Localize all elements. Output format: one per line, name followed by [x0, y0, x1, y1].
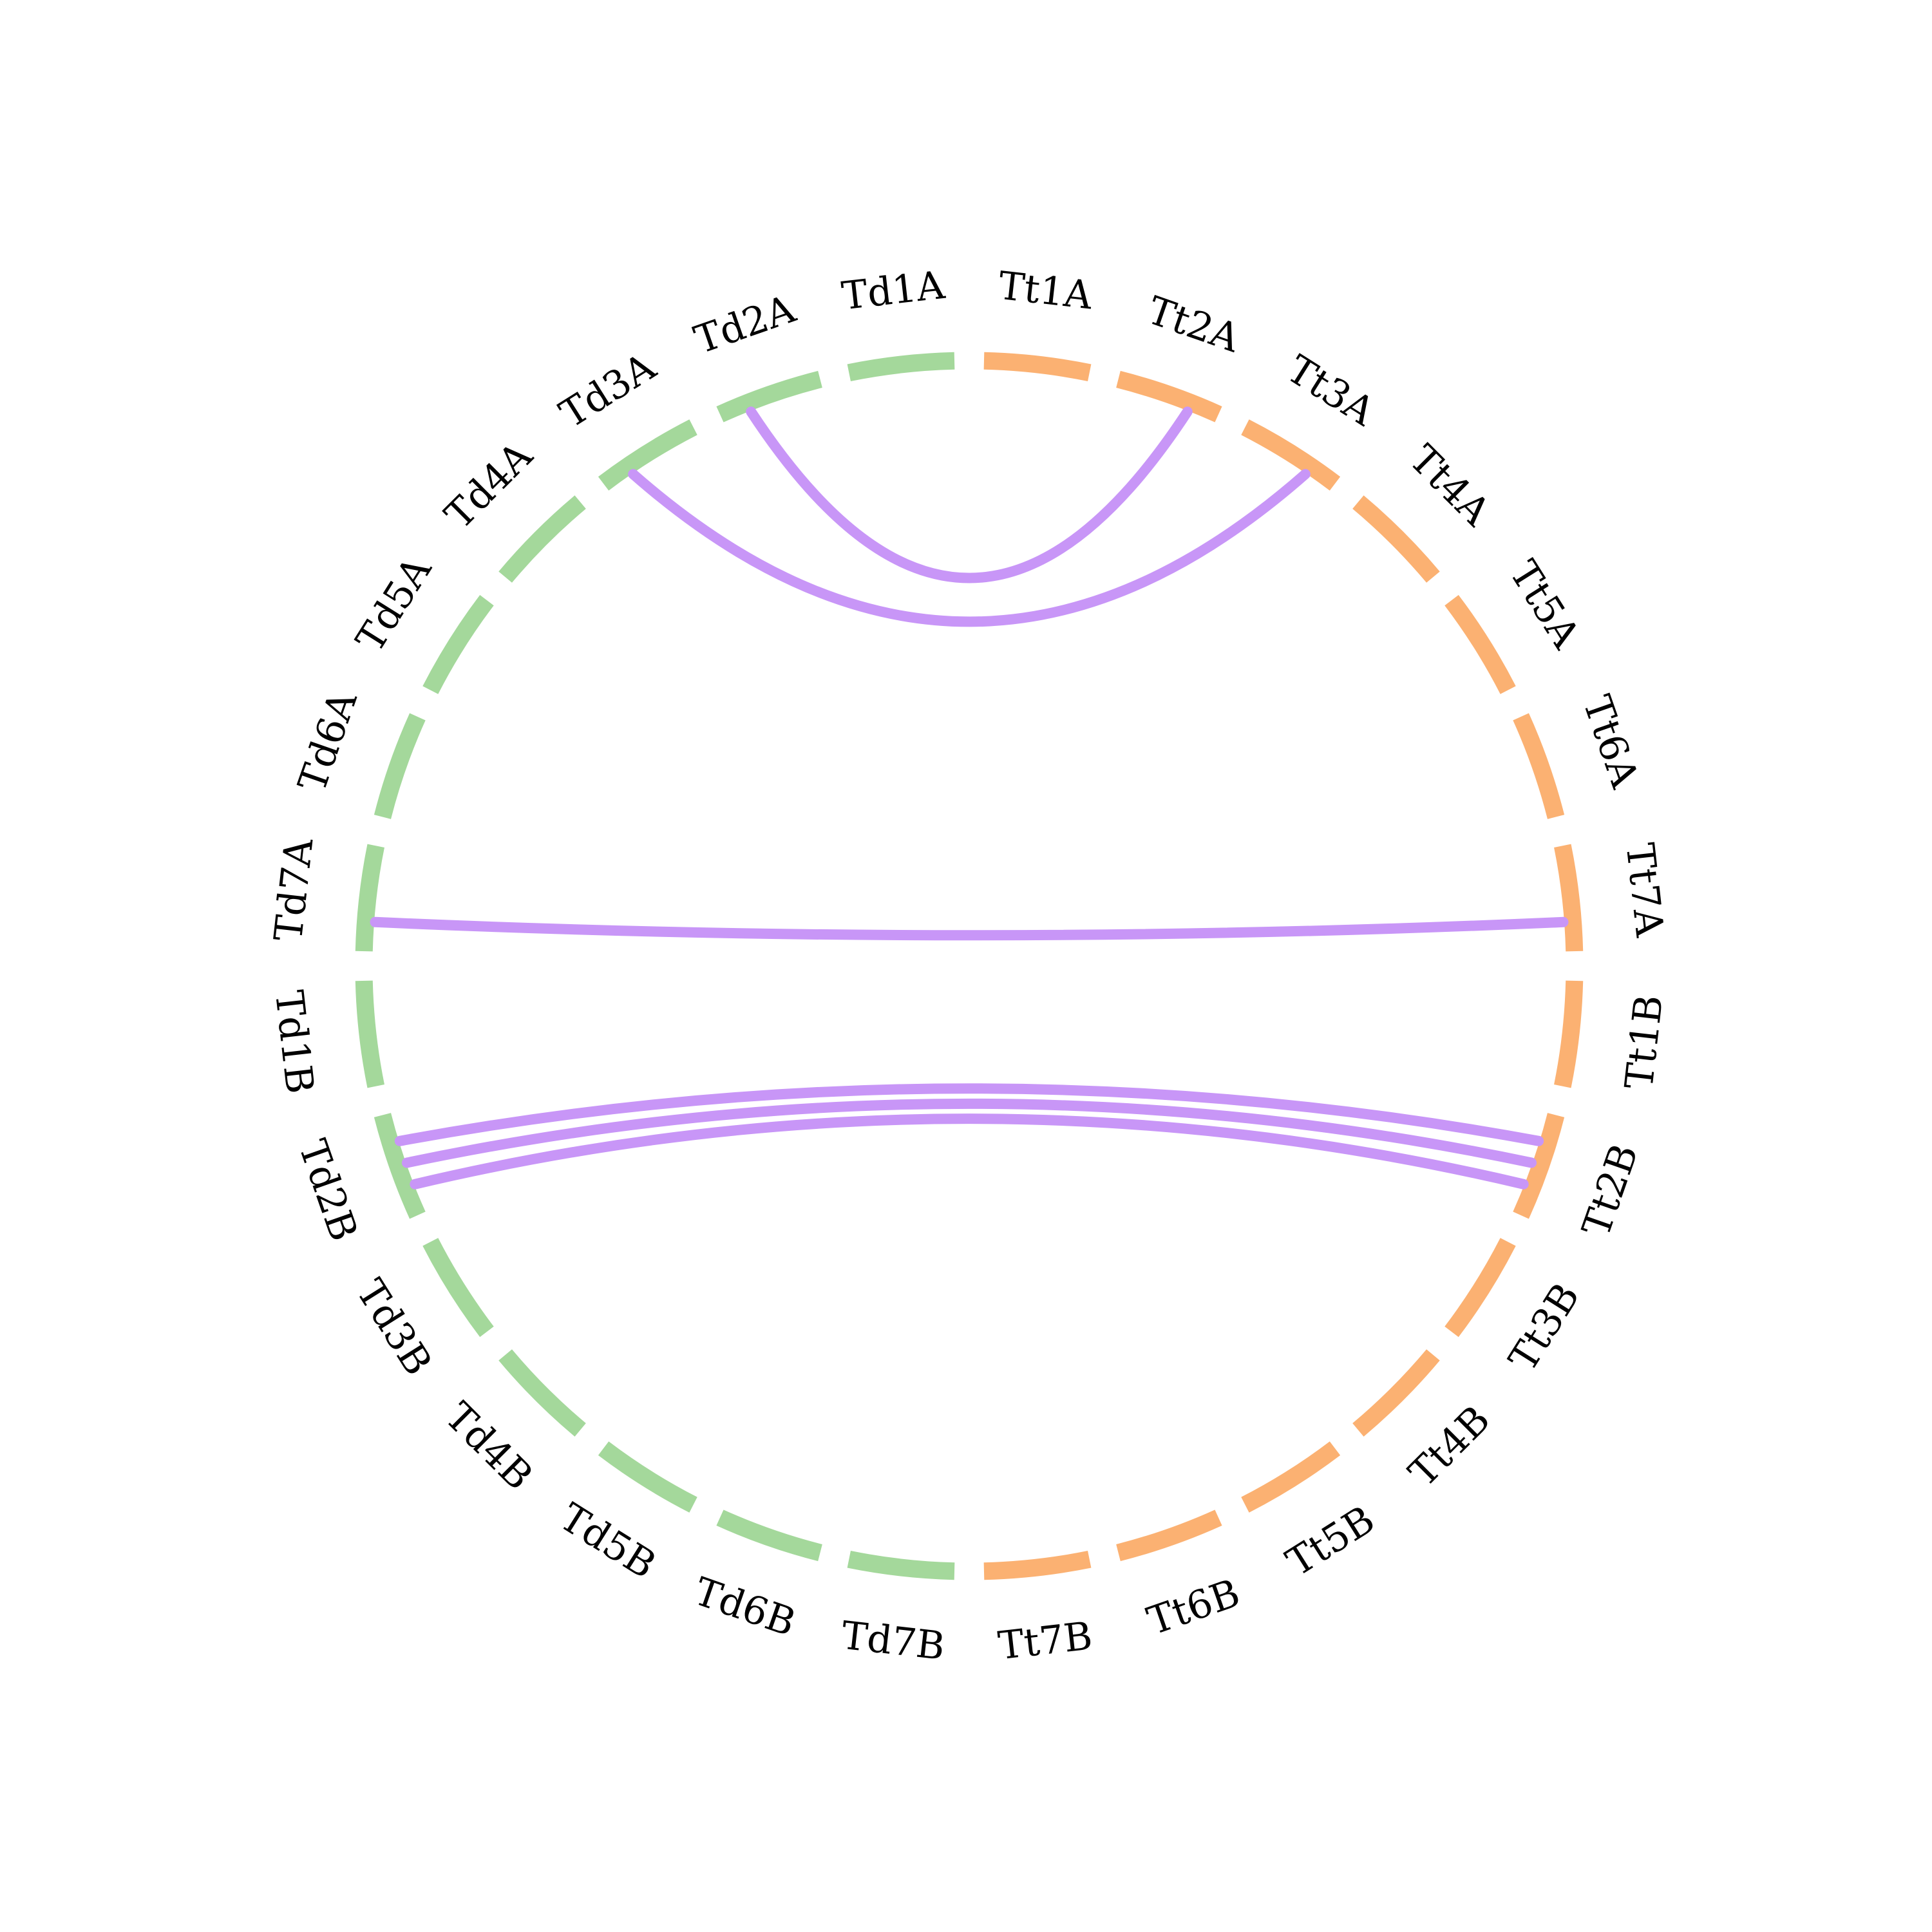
label-td1b: Td1B [266, 988, 323, 1096]
label-td3a: Td3A [552, 344, 663, 437]
label-td2a: Td2A [689, 287, 802, 363]
segment-td4a [498, 495, 586, 583]
segment-td2b [374, 1113, 426, 1219]
label-tt7b: Tt7B [996, 1613, 1094, 1669]
label-td5b: Td5B [552, 1495, 663, 1588]
segment-td7a [355, 844, 384, 952]
segment-td2a [716, 370, 822, 422]
segment-tt2b [1513, 1113, 1565, 1219]
segment-td1a [847, 352, 955, 381]
label-td5a: Td5A [348, 549, 441, 660]
segment-td3a [598, 419, 697, 491]
link-td2b-tt2b [394, 1083, 1544, 1146]
link-td2b-tt2b [410, 1113, 1529, 1189]
segment-tt1a [983, 352, 1092, 381]
label-td6a: Td6A [290, 685, 366, 798]
label-tt3b: Tt3B [1501, 1276, 1589, 1379]
label-tt4a: Tt4A [1401, 437, 1499, 535]
segment-tt2a [1116, 370, 1222, 422]
label-tt4b: Tt4B [1400, 1397, 1499, 1495]
label-td1a: Td1A [839, 263, 947, 319]
segment-td6b [716, 1510, 822, 1562]
segment-td1b [355, 980, 384, 1088]
link-td2a-tt2a [746, 406, 1193, 583]
segment-tt6a [1513, 713, 1565, 819]
label-tt1a: Tt1A [996, 263, 1095, 319]
label-tt1b: Tt1B [1616, 992, 1672, 1091]
segment-td6a [374, 713, 426, 819]
segment-td5a [422, 594, 494, 694]
segment-tt5a [1444, 594, 1516, 694]
segment-td7b [847, 1551, 955, 1580]
segment-tt1b [1554, 980, 1584, 1088]
segment-tt3b [1444, 1238, 1516, 1338]
chromosome-segments [355, 352, 1584, 1580]
label-tt6a: Tt6A [1574, 690, 1647, 793]
label-tt2a: Tt2A [1142, 288, 1245, 361]
link-td7a-tt7a [370, 916, 1569, 941]
segment-td5b [598, 1441, 697, 1513]
label-tt6b: Tt6B [1142, 1571, 1245, 1644]
label-td3b: Td3B [347, 1272, 440, 1383]
link-td2b-tt2b [401, 1098, 1537, 1168]
segment-tt5b [1241, 1441, 1341, 1513]
label-td7b: Td7B [839, 1613, 947, 1670]
label-td2b: Td2B [290, 1134, 366, 1247]
label-td4a: Td4A [437, 433, 542, 538]
link-td3a-tt3a [628, 469, 1311, 627]
label-tt2b: Tt2B [1574, 1139, 1647, 1242]
segment-td3b [422, 1238, 494, 1338]
segment-td4b [498, 1349, 586, 1437]
segment-tt6b [1116, 1510, 1222, 1562]
label-td6b: Td6B [688, 1569, 801, 1645]
segment-tt7b [983, 1551, 1092, 1580]
label-tt5b: Tt5B [1279, 1497, 1383, 1586]
segment-tt7a [1554, 844, 1584, 952]
label-tt5a: Tt5A [1501, 553, 1589, 656]
segment-tt4a [1352, 495, 1440, 583]
label-td7a: Td7A [266, 836, 323, 943]
segment-tt3a [1241, 419, 1341, 491]
segment-tt4b [1352, 1349, 1440, 1437]
synteny-links [370, 406, 1569, 1189]
label-tt7a: Tt7A [1616, 841, 1672, 940]
label-td4b: Td4B [436, 1394, 541, 1499]
label-tt3a: Tt3A [1279, 346, 1383, 435]
